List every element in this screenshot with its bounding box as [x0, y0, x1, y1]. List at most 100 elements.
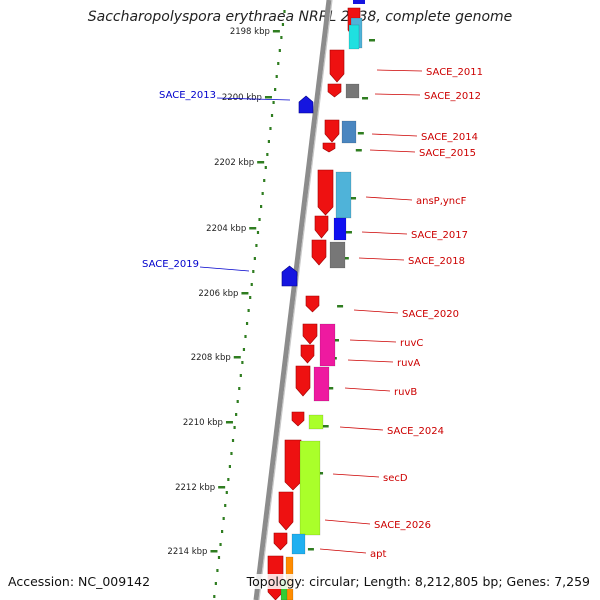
scale-tick-dot	[233, 426, 236, 429]
scale-tick-dot	[214, 582, 217, 585]
scale-tick-dot	[272, 101, 275, 104]
scale-tick-dot	[217, 556, 221, 559]
reverse-strand-gene	[311, 239, 327, 266]
scale-tick-dot	[277, 62, 280, 65]
kbp-label: 2208 kbp	[191, 353, 231, 363]
scale-tick-dot	[219, 543, 222, 546]
gene-label-connector	[353, 309, 399, 314]
kbp-label: 2202 kbp	[214, 158, 254, 168]
kbp-label: 2212 kbp	[175, 483, 215, 493]
gene-label-connector	[344, 387, 391, 392]
gene-label-connector	[369, 149, 416, 153]
topology-text: Topology: circular; Length: 8,212,805 bp…	[246, 574, 590, 589]
cog-annotation-bar	[291, 533, 306, 555]
gene-label: SACE_2011	[426, 67, 483, 78]
outer-tick	[355, 149, 362, 152]
reverse-strand-gene	[305, 295, 320, 313]
kbp-label: 2198 kbp	[230, 27, 270, 37]
scale-tick-dot	[245, 322, 249, 325]
scale-tick-dot	[221, 530, 224, 533]
scale-tick-dot	[275, 75, 278, 78]
reverse-strand-gene	[322, 142, 336, 153]
scale-tick-dot	[281, 23, 285, 26]
scale-tick-dot	[231, 439, 235, 442]
reverse-strand-gene	[291, 411, 305, 427]
scale-tick-dot	[242, 348, 246, 351]
scale-tick-dot	[249, 296, 252, 299]
scale-tick-dot	[258, 218, 261, 221]
scale-tick-dot	[247, 309, 250, 312]
genome-backbone	[253, 0, 332, 600]
kbp-label: 2210 kbp	[183, 418, 223, 428]
scale-tick-dot	[213, 595, 216, 598]
scale-tick-dot	[225, 491, 228, 494]
scale-tick-dot	[224, 504, 227, 507]
gene-label-connector	[376, 69, 423, 72]
cog-annotation-bar	[308, 414, 324, 430]
reverse-strand-gene	[302, 323, 318, 345]
gene-label-connector	[319, 548, 367, 554]
scale-tick-dot	[267, 140, 270, 143]
gene-label: SACE_2026	[374, 520, 431, 531]
gene-label-connector	[349, 339, 397, 343]
kbp-label: 2206 kbp	[198, 289, 238, 299]
gene-label: SACE_2012	[424, 91, 481, 102]
scale-tick-dot	[280, 36, 283, 39]
gene-label: secD	[383, 473, 408, 484]
scale-tick-dot	[230, 452, 233, 455]
reverse-strand-gene	[317, 169, 334, 216]
outer-tick	[345, 231, 352, 234]
gene-label-connector	[365, 196, 413, 201]
gene-label: apt	[370, 549, 386, 560]
outer-tick	[317, 472, 324, 475]
scale-tick-dot	[252, 270, 255, 273]
kbp-label: 2200 kbp	[222, 93, 262, 103]
kbp-major-tick	[257, 161, 265, 164]
scale-tick-dot	[227, 478, 230, 481]
gene-label: ruvC	[400, 338, 423, 349]
gene-label-connector	[347, 359, 394, 363]
reverse-strand-gene	[314, 215, 329, 239]
scale-tick-dot	[260, 205, 263, 208]
outer-tick	[369, 39, 375, 42]
scale-tick-dot	[266, 153, 269, 156]
kbp-label: 2204 kbp	[206, 224, 246, 234]
gene-label-connector	[339, 426, 384, 431]
scale-tick-dot	[244, 335, 247, 338]
outer-tick	[342, 257, 349, 260]
gene-label: ruvB	[394, 387, 417, 398]
kbp-label: 2214 kbp	[167, 547, 207, 557]
outer-tick	[362, 97, 369, 100]
gene-label-connector	[371, 133, 418, 137]
gene-label: SACE_2013	[159, 90, 216, 101]
gene-label: SACE_2019	[142, 259, 199, 270]
scale-tick-dot	[264, 166, 267, 169]
outer-tick	[322, 425, 329, 428]
gene-label: SACE_2017	[411, 230, 468, 241]
kbp-major-tick	[218, 486, 226, 489]
cog-annotation-bar	[299, 440, 321, 536]
reverse-strand-gene	[273, 532, 288, 551]
reverse-strand-gene	[278, 491, 294, 531]
scale-tick-dot	[263, 179, 266, 182]
reverse-strand-gene	[284, 439, 302, 491]
kbp-major-tick	[225, 421, 233, 424]
scale-tick-dot	[256, 231, 260, 234]
forward-strand-gene	[281, 265, 298, 287]
scale-tick-dot	[216, 569, 219, 572]
scale-tick-dot	[253, 257, 256, 260]
scale-tick-dot	[235, 413, 238, 416]
reverse-strand-gene	[295, 365, 311, 397]
genome-title: Saccharopolyspora erythraea NRRL 2338, c…	[87, 9, 513, 25]
forward-strand-gene	[298, 95, 314, 114]
scale-tick-dot	[228, 465, 231, 468]
scale-tick-dot	[274, 88, 277, 91]
reverse-strand-gene	[327, 83, 342, 98]
scale-tick-dot	[239, 374, 242, 377]
gene-label: ruvA	[397, 358, 420, 369]
gene-label: SACE_2015	[419, 148, 476, 159]
gene-label-connector	[374, 93, 421, 96]
gene-label: SACE_2018	[408, 256, 465, 267]
